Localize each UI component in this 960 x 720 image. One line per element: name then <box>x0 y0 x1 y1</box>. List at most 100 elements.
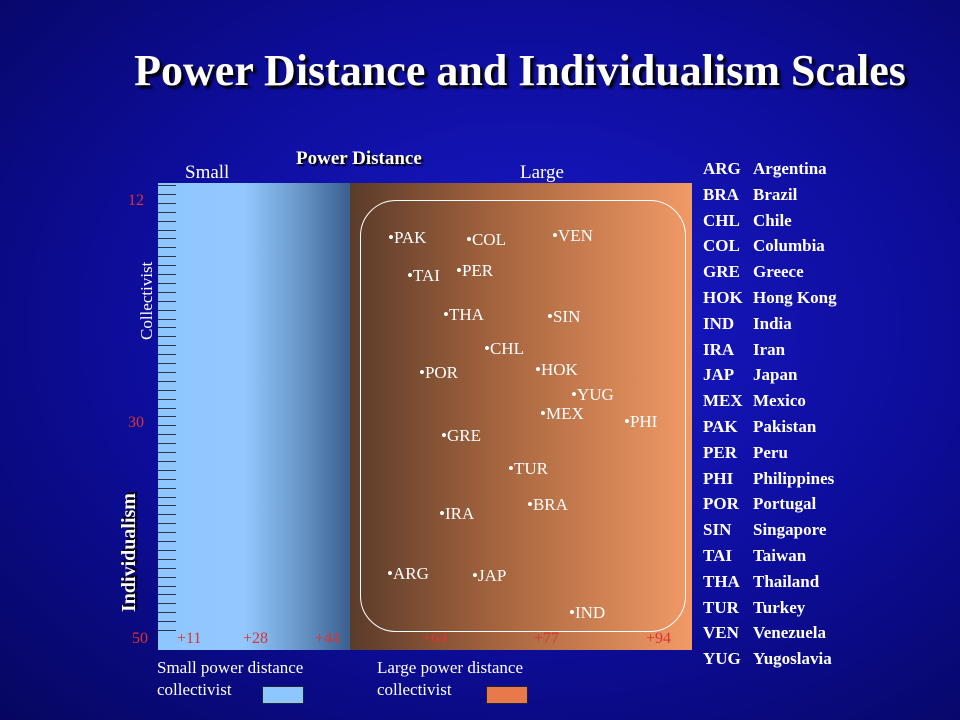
point-hok: •HOK <box>535 360 578 379</box>
legend-country: Hong Kong <box>753 287 837 307</box>
tick-mark <box>158 460 176 462</box>
point-ven: •VEN <box>552 226 593 245</box>
tick-mark <box>158 380 176 382</box>
tick-mark <box>158 532 176 534</box>
tick-mark <box>158 202 176 204</box>
legend-country: Turkey <box>753 597 806 617</box>
x-tick-28: +28 <box>243 630 269 647</box>
slide-title: Power Distance and Individualism Scales <box>134 46 906 95</box>
legend-country: Greece <box>753 262 804 282</box>
legend-row-por: POR Portugal <box>703 491 837 517</box>
point-tur: •TUR <box>508 459 548 478</box>
footer-small-line1: Small power distance <box>157 658 304 677</box>
legend-code: JAP <box>703 365 735 385</box>
tick-mark <box>158 247 176 249</box>
tick-mark <box>158 425 176 427</box>
legend-code: IRA <box>703 339 735 359</box>
tick-mark <box>158 336 176 338</box>
tick-mark <box>158 576 176 578</box>
footer-large: Large power distance collectivist <box>377 657 523 701</box>
large-label: Large <box>520 162 564 183</box>
legend-row-mex: MEX Mexico <box>703 388 837 414</box>
tick-mark <box>158 354 176 356</box>
x-tick-77: +77 <box>534 630 560 647</box>
point-ind: •IND <box>569 603 606 622</box>
legend-code: PHI <box>703 468 734 488</box>
legend-row-jap: JAP Japan <box>703 362 837 388</box>
legend-row-ven: VEN Venezuela <box>703 620 837 646</box>
legend-country: Chile <box>753 210 792 230</box>
legend-country: Argentina <box>753 159 827 178</box>
legend-row-col: COL Columbia <box>703 233 837 259</box>
tick-mark <box>158 389 176 391</box>
tick-mark <box>158 220 176 222</box>
legend-country: Japan <box>753 365 798 385</box>
y-axis-title: Individualism <box>118 493 140 612</box>
tick-mark <box>158 256 176 258</box>
y-tick-30: 30 <box>128 414 144 431</box>
legend-code: POR <box>703 494 739 514</box>
point-yug: •YUG <box>571 385 614 404</box>
footer-small: Small power distance collectivist <box>157 657 303 701</box>
legend-country: India <box>753 313 792 333</box>
point-tai: •TAI <box>407 266 440 285</box>
tick-mark <box>158 567 176 569</box>
point-por: •POR <box>419 363 459 382</box>
tick-mark <box>158 594 176 596</box>
tick-mark <box>158 327 176 329</box>
tick-mark <box>158 452 176 453</box>
y-tick-12: 12 <box>128 192 144 209</box>
tick-mark <box>158 211 176 213</box>
legend-code: COL <box>703 236 740 256</box>
point-col: •COL <box>466 230 506 249</box>
legend-code: ARG <box>703 159 741 178</box>
tick-mark <box>158 612 176 614</box>
tick-mark <box>158 345 176 347</box>
legend-code: MEX <box>703 391 743 411</box>
tick-mark <box>158 238 176 240</box>
y-axis-ticks <box>158 185 176 631</box>
legend-row-hok: HOK Hong Kong <box>703 285 837 311</box>
legend-country: Columbia <box>753 236 825 256</box>
large-power-region <box>350 183 692 650</box>
tick-mark <box>158 541 176 542</box>
point-phi: •PHI <box>624 412 658 431</box>
legend-row-pak: PAK Pakistan <box>703 414 837 440</box>
tick-mark <box>158 398 176 400</box>
legend-row-gre: GRE Greece <box>703 259 837 285</box>
tick-mark <box>158 469 176 471</box>
legend-code: TAI <box>703 545 732 565</box>
legend-row-sin: SIN Singapore <box>703 517 837 543</box>
tick-mark <box>158 523 176 525</box>
legend-code: YUG <box>703 649 741 669</box>
legend-country: Mexico <box>753 391 806 411</box>
tick-mark <box>158 496 176 498</box>
point-sin: •SIN <box>547 307 581 326</box>
legend-country: Singapore <box>753 520 827 540</box>
tick-mark <box>158 309 176 311</box>
point-pak: •PAK <box>388 228 427 247</box>
legend-row-arg: ARG Argentina <box>703 156 837 182</box>
tick-mark <box>158 300 176 302</box>
legend-row-bra: BRA Brazil <box>703 182 837 208</box>
point-bra: •BRA <box>527 495 568 514</box>
tick-mark <box>158 282 176 284</box>
tick-mark <box>158 416 176 418</box>
tick-mark <box>158 505 176 507</box>
x-tick-64: +64 <box>422 630 448 647</box>
small-label: Small <box>185 162 230 183</box>
legend-country: Yugoslavia <box>753 649 832 669</box>
footer-small-line2: collectivist <box>157 680 232 699</box>
legend-country: Taiwan <box>753 545 807 565</box>
tick-mark <box>158 434 176 436</box>
point-arg: •ARG <box>387 564 429 583</box>
legend-code: VEN <box>703 623 739 643</box>
x-tick-94: +94 <box>646 630 672 647</box>
legend-row-per: PER Peru <box>703 440 837 466</box>
tick-mark <box>158 549 176 551</box>
point-tha: •THA <box>443 305 484 324</box>
legend-code: PER <box>703 442 737 462</box>
tick-mark <box>158 585 176 587</box>
x-tick-44: +44 <box>315 630 341 647</box>
x-tick-11: +11 <box>177 630 202 647</box>
